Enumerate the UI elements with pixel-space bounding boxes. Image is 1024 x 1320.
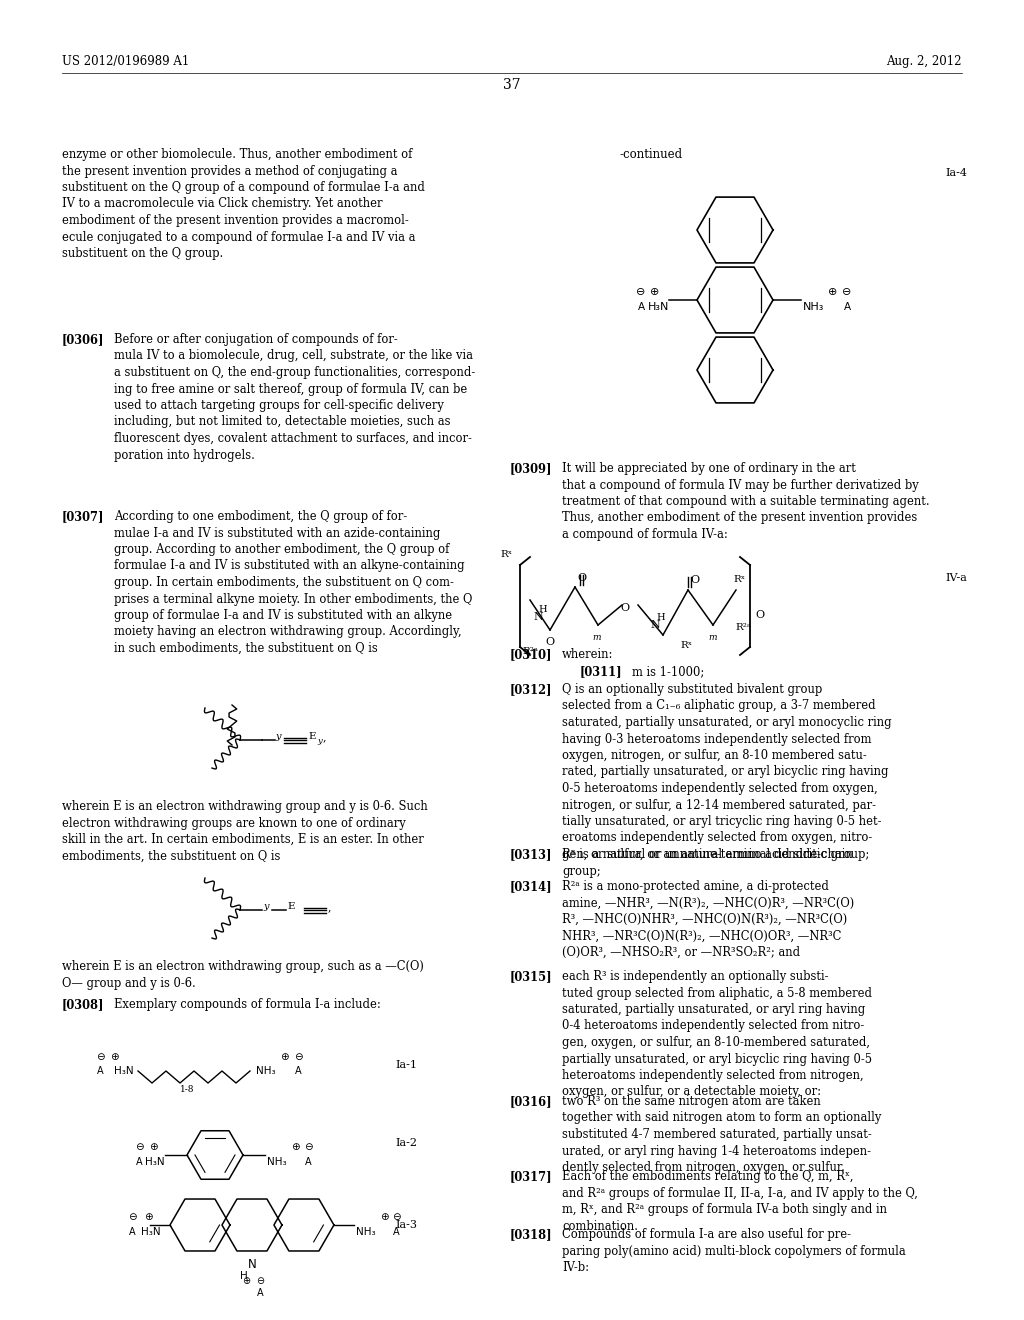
Text: NH₃: NH₃ (803, 302, 824, 312)
Text: O: O (545, 638, 554, 647)
Text: [0312]: [0312] (510, 682, 553, 696)
Text: Ia-4: Ia-4 (945, 168, 967, 178)
Text: N: N (248, 1258, 256, 1271)
Text: [0314]: [0314] (510, 880, 553, 894)
Text: US 2012/0196989 A1: US 2012/0196989 A1 (62, 55, 189, 69)
Text: [0318]: [0318] (510, 1228, 553, 1241)
Text: Before or after conjugation of compounds of for-
mula IV to a biomolecule, drug,: Before or after conjugation of compounds… (114, 333, 475, 462)
Text: m: m (708, 634, 717, 642)
Text: two R³ on the same nitrogen atom are taken
together with said nitrogen atom to f: two R³ on the same nitrogen atom are tak… (562, 1096, 882, 1173)
Text: each R³ is independently an optionally substi-
tuted group selected from aliphat: each R³ is independently an optionally s… (562, 970, 872, 1098)
Text: y: y (263, 902, 268, 911)
Text: H₃N: H₃N (145, 1158, 165, 1167)
Text: 37: 37 (503, 78, 521, 92)
Text: enzyme or other biomolecule. Thus, another embodiment of
the present invention p: enzyme or other biomolecule. Thus, anoth… (62, 148, 425, 260)
Text: R²ᵃ is a mono-protected amine, a di-protected
amine, —NHR³, —N(R³)₂, —NHC(O)R³, : R²ᵃ is a mono-protected amine, a di-prot… (562, 880, 854, 960)
Text: According to one embodiment, the Q group of for-
mulae I-a and IV is substituted: According to one embodiment, the Q group… (114, 510, 472, 655)
Text: wherein:: wherein: (562, 648, 613, 661)
Text: wherein E is an electron withdrawing group, such as a —C(O)
O— group and y is 0-: wherein E is an electron withdrawing gro… (62, 960, 424, 990)
Text: NH₃: NH₃ (267, 1158, 287, 1167)
Text: Ia-2: Ia-2 (395, 1138, 417, 1148)
Text: A: A (129, 1228, 135, 1237)
Text: A: A (295, 1067, 301, 1076)
Text: A: A (637, 302, 644, 312)
Text: ,: , (323, 733, 327, 742)
Text: ⊕: ⊕ (280, 1052, 289, 1063)
Text: It will be appreciated by one of ordinary in the art
that a compound of formula : It will be appreciated by one of ordinar… (562, 462, 930, 541)
Text: ⊖: ⊖ (391, 1212, 400, 1222)
Text: -continued: -continued (620, 148, 683, 161)
Text: Ia-1: Ia-1 (395, 1060, 417, 1071)
Text: 1-8: 1-8 (180, 1085, 195, 1094)
Text: [0307]: [0307] (62, 510, 104, 523)
Text: ⊕: ⊕ (110, 1052, 119, 1063)
Text: Rˣ: Rˣ (500, 550, 512, 558)
Text: [0313]: [0313] (510, 847, 553, 861)
Text: [0310]: [0310] (510, 648, 553, 661)
Text: E: E (308, 733, 315, 741)
Text: ⊕: ⊕ (828, 286, 838, 297)
Text: ⊖: ⊖ (636, 286, 646, 297)
Text: A: A (136, 1158, 142, 1167)
Text: y: y (317, 737, 322, 744)
Text: ⊖: ⊖ (95, 1052, 104, 1063)
Text: Aug. 2, 2012: Aug. 2, 2012 (887, 55, 962, 69)
Text: A: A (844, 302, 851, 312)
Text: H: H (240, 1271, 248, 1280)
Text: ⊕: ⊕ (650, 286, 659, 297)
Text: Exemplary compounds of formula I-a include:: Exemplary compounds of formula I-a inclu… (114, 998, 381, 1011)
Text: R²ᵃ: R²ᵃ (735, 623, 751, 632)
Text: H₃N: H₃N (647, 302, 669, 312)
Text: O: O (755, 610, 764, 620)
Text: A: A (305, 1158, 311, 1167)
Text: O: O (577, 573, 586, 583)
Text: [0309]: [0309] (510, 462, 553, 475)
Text: Rˣ: Rˣ (733, 576, 745, 583)
Text: ⊖: ⊖ (843, 286, 852, 297)
Text: A: A (392, 1228, 399, 1237)
Text: m is 1-1000;: m is 1-1000; (632, 665, 705, 678)
Text: H: H (656, 612, 665, 622)
Text: ⊖: ⊖ (304, 1142, 312, 1152)
Text: H₃N: H₃N (114, 1067, 133, 1076)
Text: ⊖: ⊖ (294, 1052, 302, 1063)
Text: Rˣ is a natural or unnatural amino acid side-chain
group;: Rˣ is a natural or unnatural amino acid … (562, 847, 853, 878)
Text: [0306]: [0306] (62, 333, 104, 346)
Text: IV-a: IV-a (945, 573, 967, 583)
Text: [0317]: [0317] (510, 1170, 553, 1183)
Text: wherein E is an electron withdrawing group and y is 0-6. Such
electron withdrawi: wherein E is an electron withdrawing gro… (62, 800, 428, 862)
Text: ⊕: ⊕ (291, 1142, 299, 1152)
Text: A: A (257, 1288, 263, 1298)
Text: ⊖: ⊖ (256, 1276, 264, 1286)
Text: ,: , (328, 902, 332, 912)
Text: NH₃: NH₃ (256, 1067, 275, 1076)
Text: NH₃: NH₃ (356, 1228, 376, 1237)
Text: ⊕: ⊕ (380, 1212, 388, 1222)
Text: [0316]: [0316] (510, 1096, 553, 1107)
Text: [0308]: [0308] (62, 998, 104, 1011)
Text: [0311]: [0311] (580, 665, 623, 678)
Text: R²ᵃ: R²ᵃ (522, 647, 538, 656)
Text: N: N (650, 620, 659, 630)
Text: Rˣ: Rˣ (680, 642, 692, 649)
Text: H: H (538, 605, 547, 614)
Text: Q is an optionally substituted bivalent group
selected from a C₁₋₆ aliphatic gro: Q is an optionally substituted bivalent … (562, 682, 892, 861)
Text: Each of the embodiments relating to the Q, m, Rˣ,
and R²ᵃ groups of formulae II,: Each of the embodiments relating to the … (562, 1170, 918, 1233)
Text: ⊖: ⊖ (134, 1142, 143, 1152)
Text: ⊕: ⊕ (143, 1212, 153, 1222)
Text: O: O (690, 576, 699, 585)
Text: O: O (620, 603, 629, 612)
Text: ⊖: ⊖ (128, 1212, 136, 1222)
Text: ⊕: ⊕ (242, 1276, 250, 1286)
Text: A: A (96, 1067, 103, 1076)
Text: ⊕: ⊕ (148, 1142, 158, 1152)
Text: m: m (592, 634, 600, 642)
Text: N: N (534, 612, 543, 622)
Text: E: E (287, 902, 295, 911)
Text: y: y (275, 733, 281, 741)
Text: H₃N: H₃N (141, 1228, 161, 1237)
Text: Compounds of formula I-a are also useful for pre-
paring poly(amino acid) multi-: Compounds of formula I-a are also useful… (562, 1228, 906, 1274)
Text: [0315]: [0315] (510, 970, 553, 983)
Text: Ia-3: Ia-3 (395, 1220, 417, 1230)
